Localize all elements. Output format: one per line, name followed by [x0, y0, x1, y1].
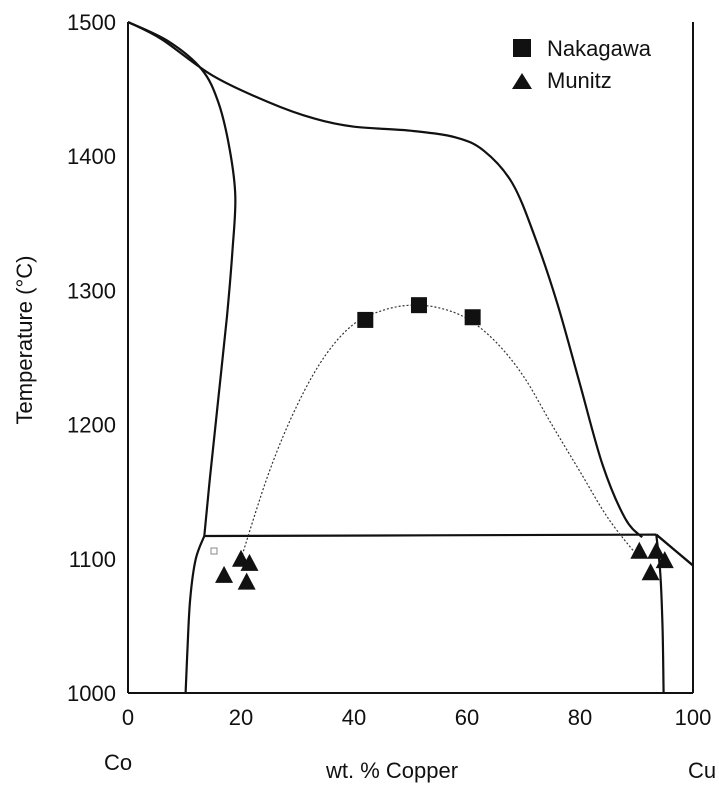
y-axis-title: Temperature (°C)	[12, 256, 37, 425]
y-tick-label: 1500	[67, 10, 116, 35]
axes	[127, 22, 694, 694]
solidus-line	[127, 21, 237, 537]
x-tick-label: 0	[122, 705, 134, 730]
x-tick-label: 100	[675, 705, 712, 730]
x-tick-label: 80	[568, 705, 592, 730]
munitz-point	[647, 541, 666, 559]
y-tick-label: 1400	[67, 144, 116, 169]
x-tick-labels: 0 20 40 60 80 100	[122, 705, 711, 730]
legend: Nakagawa Munitz	[512, 36, 652, 93]
x-end-label-left: Co	[104, 750, 132, 775]
x-tick-label: 60	[455, 705, 479, 730]
munitz-point	[630, 541, 649, 559]
munitz-point	[215, 565, 234, 583]
munitz-point	[655, 551, 674, 569]
legend-marker-nakagawa	[513, 39, 531, 57]
liquidus-line	[127, 21, 643, 539]
co-solvus-line	[184, 535, 206, 694]
y-tick-label: 1100	[69, 547, 116, 572]
nakagawa-point	[464, 309, 481, 326]
phase-boundaries	[127, 21, 694, 694]
nakagawa-point	[357, 311, 374, 328]
y-tick-labels: 1000 1100 1200 1300 1400 1500	[67, 10, 116, 706]
munitz-point	[641, 563, 660, 581]
legend-label-nakagawa: Nakagawa	[547, 36, 652, 61]
x-end-label-right: Cu	[688, 758, 716, 783]
fit-curve-group	[240, 304, 637, 559]
cu-solidus-line	[655, 533, 694, 567]
peritectic-line	[204, 533, 657, 538]
munitz-point	[240, 553, 259, 571]
stray-small-square	[210, 547, 218, 555]
x-tick-label: 40	[342, 705, 366, 730]
y-tick-label: 1300	[67, 278, 116, 303]
legend-marker-munitz	[512, 73, 532, 89]
data-markers	[215, 297, 674, 590]
y-tick-label: 1200	[67, 413, 116, 438]
nakagawa-point	[410, 297, 427, 314]
y-tick-label: 1000	[67, 681, 116, 706]
munitz-point	[237, 572, 256, 590]
fit-curve	[240, 304, 637, 559]
x-axis-title: wt. % Copper	[325, 758, 458, 783]
legend-label-munitz: Munitz	[547, 68, 612, 93]
x-tick-label: 20	[229, 705, 253, 730]
